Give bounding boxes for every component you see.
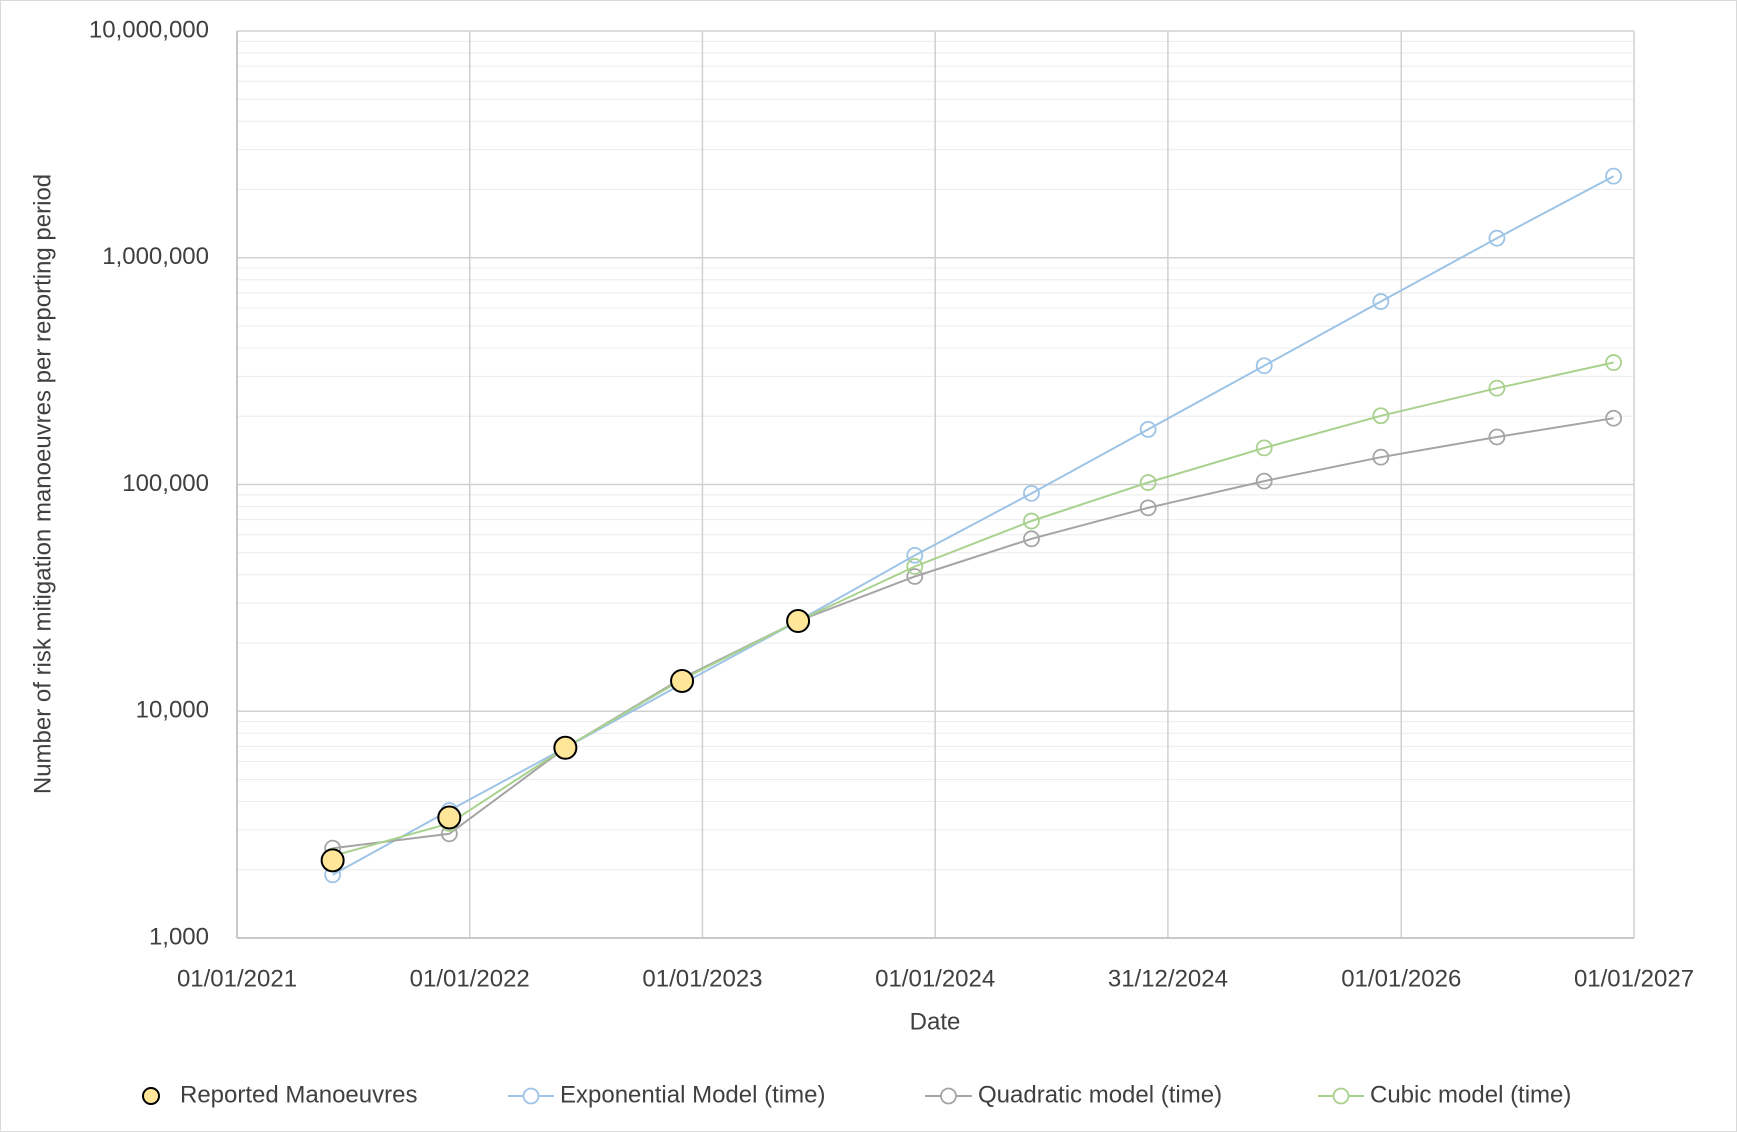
point-marker xyxy=(1488,229,1506,247)
x-tick-label: 01/01/2027 xyxy=(1574,965,1694,992)
point-marker xyxy=(1488,428,1506,446)
point-marker xyxy=(1255,357,1273,375)
point-marker xyxy=(1255,439,1273,457)
x-tick-label: 01/01/2024 xyxy=(875,965,995,992)
x-axis-title: Date xyxy=(910,1008,961,1035)
x-tick-label: 01/01/2026 xyxy=(1341,965,1461,992)
legend-marker xyxy=(522,1087,540,1105)
point-marker xyxy=(1139,420,1157,438)
point-marker xyxy=(1139,499,1157,517)
legend-marker xyxy=(142,1087,160,1105)
point-marker xyxy=(906,558,924,575)
y-tick-label: 100,000 xyxy=(122,470,209,497)
legend-marker xyxy=(940,1087,957,1105)
point-marker xyxy=(1255,472,1273,490)
point-marker xyxy=(670,668,695,693)
legend-label: Quadratic model (time) xyxy=(978,1081,1222,1108)
point-marker xyxy=(1605,409,1622,427)
x-tick-label: 01/01/2021 xyxy=(177,965,297,992)
series-line xyxy=(332,417,1614,850)
point-marker xyxy=(786,609,811,634)
point-marker xyxy=(1023,530,1040,548)
point-marker xyxy=(1372,448,1390,466)
point-marker xyxy=(1139,474,1157,491)
point-marker xyxy=(1023,512,1040,530)
legend-label: Exponential Model (time) xyxy=(560,1081,825,1108)
point-marker xyxy=(320,848,345,873)
y-tick-label: 1,000,000 xyxy=(102,243,209,270)
x-tick-label: 01/01/2023 xyxy=(642,965,762,992)
legend-label: Reported Manoeuvres xyxy=(180,1081,417,1108)
point-marker xyxy=(1372,293,1390,310)
point-marker xyxy=(1605,354,1622,371)
legend-label: Cubic model (time) xyxy=(1370,1081,1571,1108)
point-marker xyxy=(1023,484,1040,502)
point-marker xyxy=(1372,407,1390,425)
y-axis-title: Number of risk mitigation manoeuvres per… xyxy=(29,174,56,794)
y-tick-label: 10,000 xyxy=(136,697,209,724)
legend-marker xyxy=(1332,1087,1350,1105)
point-marker xyxy=(1488,379,1506,397)
y-tick-label: 1,000 xyxy=(149,923,209,950)
series-line xyxy=(332,175,1615,876)
x-tick-label: 01/01/2022 xyxy=(410,965,530,992)
series-line xyxy=(332,361,1614,857)
y-tick-label: 10,000,000 xyxy=(89,16,209,43)
point-marker xyxy=(1605,167,1622,185)
point-marker xyxy=(906,568,924,585)
point-marker xyxy=(553,735,578,760)
point-marker xyxy=(906,546,924,564)
x-tick-label: 31/12/2024 xyxy=(1108,965,1228,992)
point-marker xyxy=(437,805,462,830)
